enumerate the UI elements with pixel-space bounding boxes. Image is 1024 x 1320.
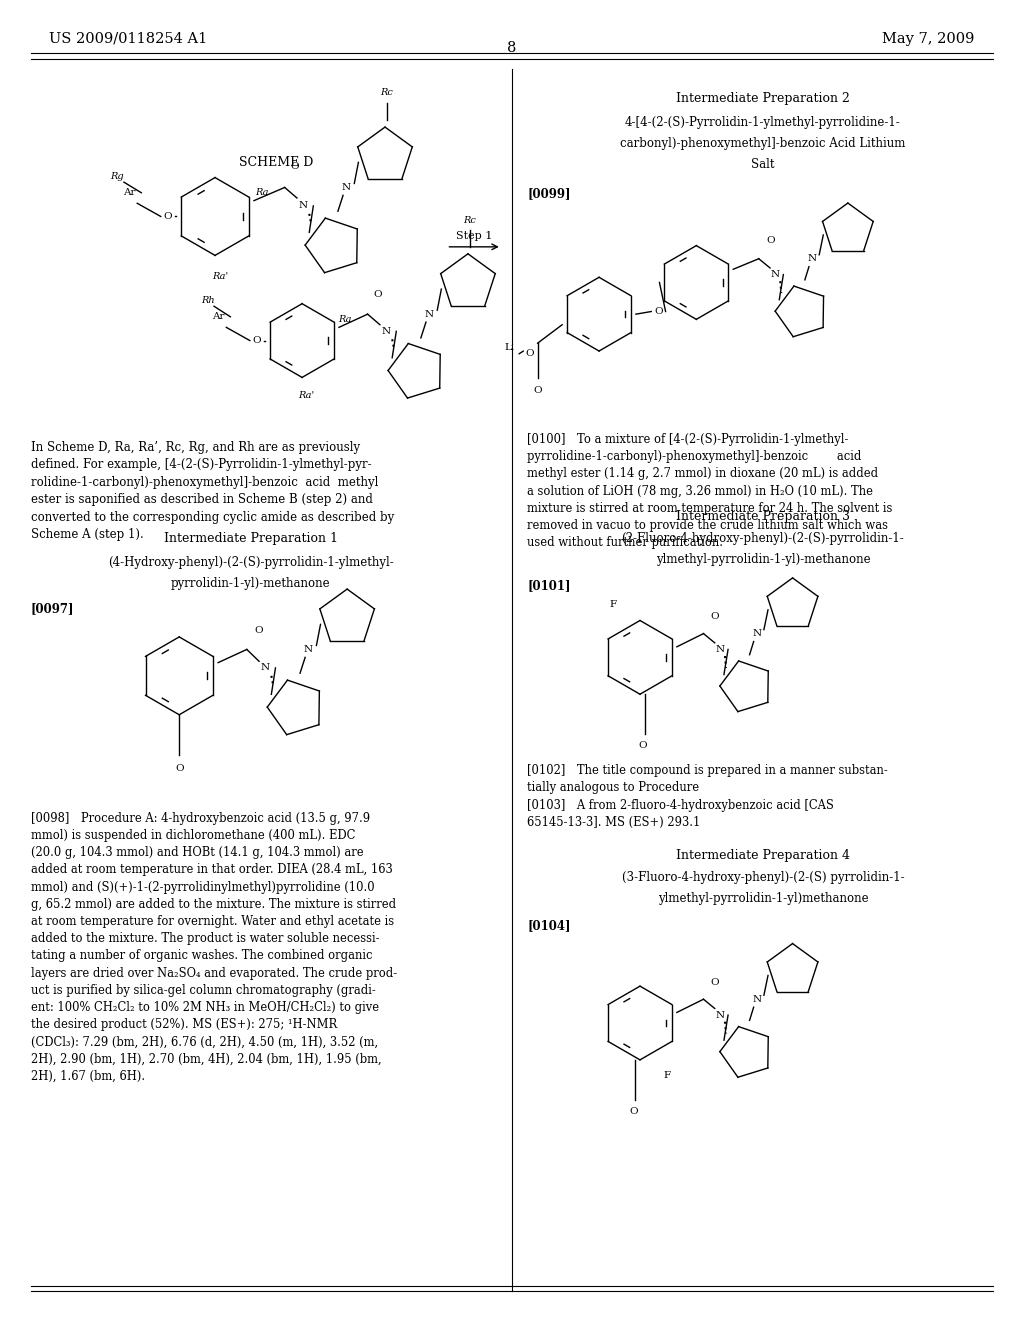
Text: N: N	[342, 183, 350, 191]
Text: In Scheme D, Ra, Ra’, Rc, Rg, and Rh are as previously
defined. For example, [4-: In Scheme D, Ra, Ra’, Rc, Rg, and Rh are…	[31, 441, 394, 541]
Text: O: O	[711, 612, 719, 620]
Text: N: N	[261, 664, 269, 672]
Text: Salt: Salt	[752, 158, 774, 172]
Text: F: F	[610, 601, 616, 609]
Text: Ar: Ar	[123, 189, 135, 197]
Text: Ra': Ra'	[212, 272, 228, 281]
Text: [0097]: [0097]	[31, 602, 74, 615]
Text: SCHEME D: SCHEME D	[240, 156, 313, 169]
Text: O: O	[255, 627, 263, 635]
Text: N: N	[425, 310, 433, 318]
Text: [0100]  To a mixture of [4-(2-(S)-Pyrrolidin-1-ylmethyl-
pyrrolidine-1-carbonyl): [0100] To a mixture of [4-(2-(S)-Pyrroli…	[527, 433, 893, 549]
Text: N: N	[771, 271, 779, 279]
Text: N: N	[753, 995, 761, 1003]
Text: O: O	[525, 350, 534, 358]
Text: N: N	[753, 630, 761, 638]
Text: N: N	[716, 1011, 724, 1019]
Text: Intermediate Preparation 1: Intermediate Preparation 1	[164, 532, 338, 545]
Text: Rh: Rh	[201, 297, 215, 305]
Text: Step 1: Step 1	[456, 231, 493, 242]
Text: [0102]  The title compound is prepared in a manner substan-
tially analogous to : [0102] The title compound is prepared in…	[527, 764, 888, 829]
Text: Li: Li	[505, 343, 515, 351]
Text: O: O	[253, 337, 261, 345]
Text: pyrrolidin-1-yl)-methanone: pyrrolidin-1-yl)-methanone	[171, 577, 331, 590]
Text: Rc: Rc	[381, 88, 393, 96]
Text: Intermediate Preparation 4: Intermediate Preparation 4	[676, 849, 850, 862]
Text: O: O	[630, 1107, 638, 1115]
Text: Ra': Ra'	[298, 392, 314, 400]
Text: 8: 8	[507, 41, 517, 55]
Text: N: N	[299, 202, 307, 210]
Text: O: O	[175, 764, 183, 772]
Text: Ra: Ra	[338, 315, 352, 323]
Text: O: O	[639, 742, 647, 750]
Text: Rc: Rc	[464, 216, 476, 224]
Text: O: O	[534, 387, 542, 395]
Text: N: N	[808, 255, 816, 263]
Text: N: N	[716, 645, 724, 653]
Text: F: F	[664, 1072, 670, 1080]
Text: Intermediate Preparation 3: Intermediate Preparation 3	[676, 510, 850, 523]
Text: O: O	[767, 236, 775, 244]
Text: [0098]  Procedure A: 4-hydroxybenzoic acid (13.5 g, 97.9
mmol) is suspended in d: [0098] Procedure A: 4-hydroxybenzoic aci…	[31, 812, 397, 1082]
Text: [0104]: [0104]	[527, 919, 570, 932]
Text: O: O	[654, 308, 663, 315]
Text: Ar: Ar	[212, 313, 224, 321]
Text: (3-Fluoro-4-hydroxy-phenyl)-(2-(S) pyrrolidin-1-: (3-Fluoro-4-hydroxy-phenyl)-(2-(S) pyrro…	[622, 871, 904, 884]
Text: [0101]: [0101]	[527, 579, 570, 593]
Text: ylmethyl-pyrrolidin-1-yl)-methanone: ylmethyl-pyrrolidin-1-yl)-methanone	[655, 553, 870, 566]
Text: N: N	[382, 327, 390, 335]
Text: (2-Fluoro-4-hydroxy-phenyl)-(2-(S)-pyrrolidin-1-: (2-Fluoro-4-hydroxy-phenyl)-(2-(S)-pyrro…	[622, 532, 904, 545]
Text: O: O	[374, 290, 382, 298]
Text: (4-Hydroxy-phenyl)-(2-(S)-pyrrolidin-1-ylmethyl-: (4-Hydroxy-phenyl)-(2-(S)-pyrrolidin-1-y…	[108, 556, 394, 569]
Text: O: O	[164, 213, 172, 220]
Text: N: N	[304, 645, 312, 653]
Text: 4-[4-(2-(S)-Pyrrolidin-1-ylmethyl-pyrrolidine-1-: 4-[4-(2-(S)-Pyrrolidin-1-ylmethyl-pyrrol…	[625, 116, 901, 129]
Text: [0099]: [0099]	[527, 187, 570, 201]
Text: Intermediate Preparation 2: Intermediate Preparation 2	[676, 92, 850, 106]
Text: May 7, 2009: May 7, 2009	[883, 32, 975, 46]
Text: carbonyl)-phenoxymethyl]-benzoic Acid Lithium: carbonyl)-phenoxymethyl]-benzoic Acid Li…	[621, 137, 905, 150]
Text: ylmethyl-pyrrolidin-1-yl)methanone: ylmethyl-pyrrolidin-1-yl)methanone	[657, 892, 868, 906]
Text: US 2009/0118254 A1: US 2009/0118254 A1	[49, 32, 208, 46]
Text: Rg: Rg	[110, 173, 124, 181]
Text: O: O	[291, 162, 299, 170]
Text: Ra: Ra	[255, 189, 269, 197]
Text: O: O	[711, 978, 719, 986]
